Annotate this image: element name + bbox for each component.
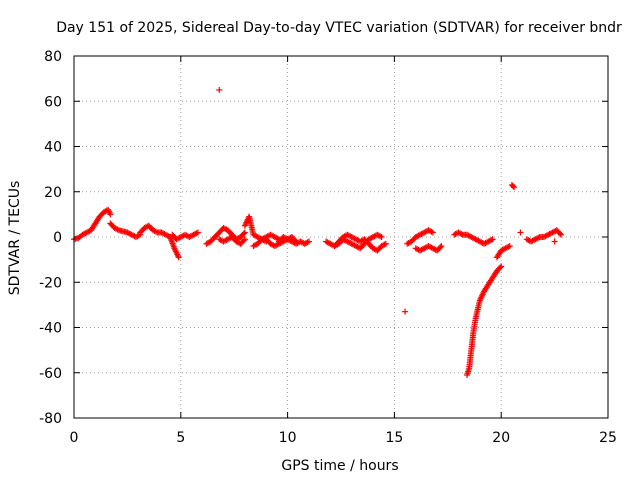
data-point (378, 234, 385, 240)
data-point (511, 184, 518, 191)
data-point (551, 238, 558, 245)
x-tick-label: 15 (385, 430, 403, 446)
data-point (497, 264, 504, 271)
data-points (71, 86, 565, 379)
y-axis-ticks: -80 -60 -40 -20 0 20 40 60 80 (39, 49, 608, 427)
data-point (437, 244, 444, 251)
data-point (175, 254, 182, 261)
data-point (558, 231, 565, 238)
data-point (240, 237, 247, 244)
y-tick-label: 60 (44, 94, 62, 110)
data-point (509, 183, 516, 190)
data-point (517, 229, 524, 236)
y-axis-title: SDTVAR / TECUs (7, 181, 23, 296)
chart-title: Day 151 of 2025, Sidereal Day-to-day VTE… (56, 20, 622, 36)
y-tick-label: 0 (53, 230, 62, 246)
data-point (489, 236, 496, 243)
data-point (241, 229, 248, 236)
data-point (402, 308, 409, 315)
y-tick-label: -80 (39, 411, 62, 427)
x-axis-title: GPS time / hours (281, 458, 398, 474)
data-point (305, 238, 312, 245)
data-point (438, 243, 445, 250)
data-point (241, 236, 248, 243)
data-point (240, 230, 247, 237)
x-tick-label: 10 (279, 430, 297, 446)
data-point (429, 229, 436, 236)
data-point (556, 230, 563, 237)
data-point (293, 238, 300, 245)
data-point (498, 263, 505, 270)
data-point (506, 243, 513, 250)
data-point (382, 240, 389, 247)
y-tick-label: -60 (39, 366, 62, 382)
y-tick-label: -40 (39, 321, 62, 337)
x-axis-ticks: 0 5 10 15 20 25 (70, 56, 617, 446)
y-tick-label: 40 (44, 140, 62, 156)
y-tick-label: -20 (39, 275, 62, 291)
x-tick-label: 0 (70, 430, 79, 446)
data-point (107, 211, 114, 218)
x-tick-label: 25 (599, 430, 617, 446)
data-point (194, 229, 201, 236)
y-tick-label: 80 (44, 49, 62, 65)
x-tick-label: 5 (176, 430, 185, 446)
plot-frame (73, 55, 609, 419)
y-tick-label: 20 (44, 185, 62, 201)
x-tick-label: 20 (492, 430, 510, 446)
data-point (292, 237, 299, 244)
data-point (216, 86, 223, 93)
